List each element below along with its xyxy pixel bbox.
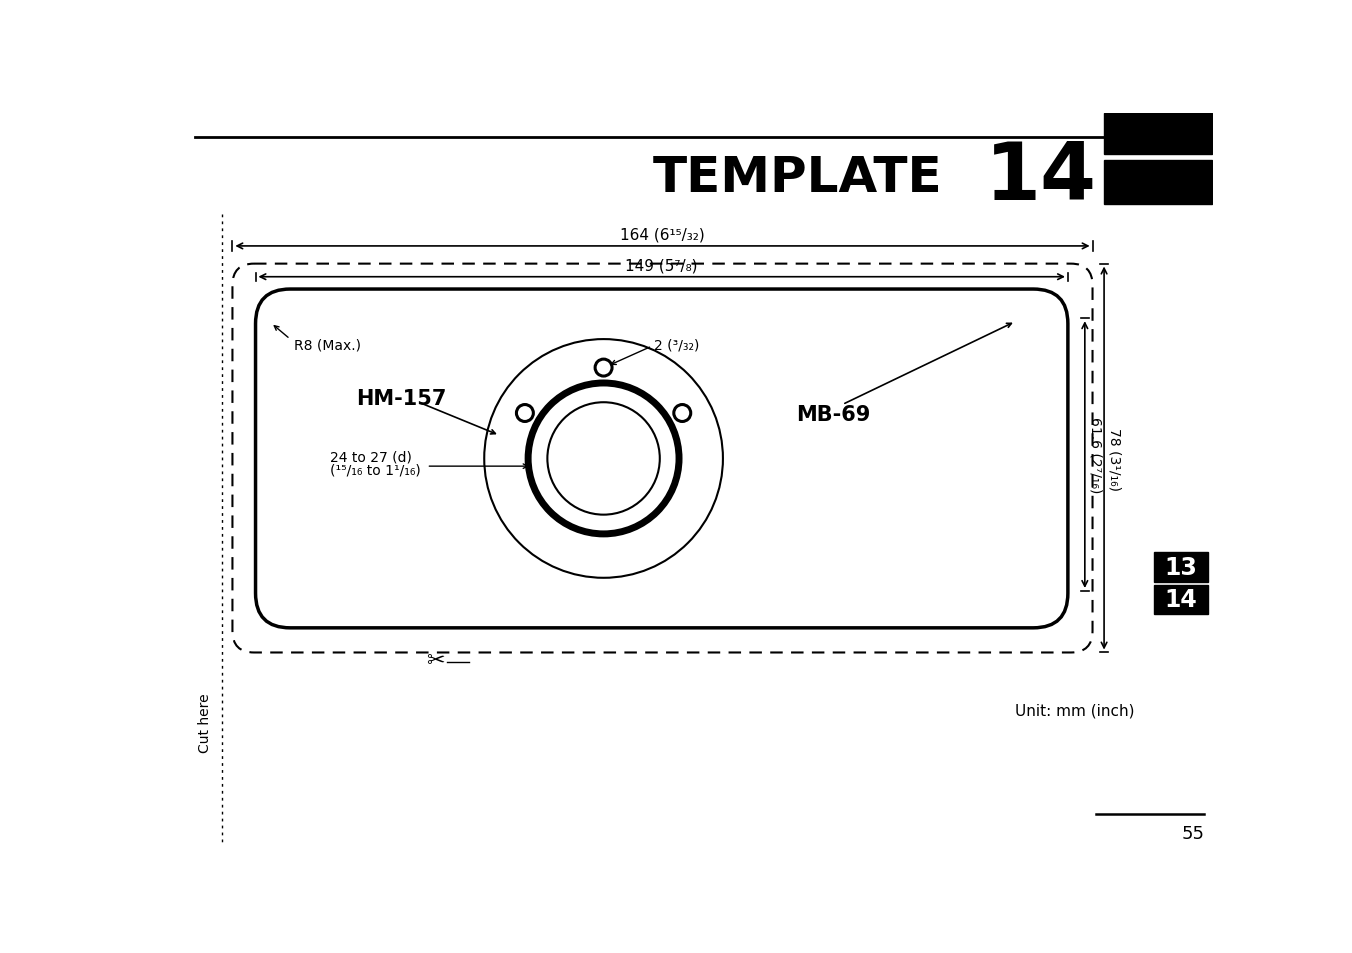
Text: R8 (Max.): R8 (Max.) xyxy=(293,338,361,352)
Circle shape xyxy=(529,383,679,535)
Bar xyxy=(1155,585,1209,615)
Text: (¹⁵/₁₆ to 1¹/₁₆): (¹⁵/₁₆ to 1¹/₁₆) xyxy=(330,463,420,476)
Text: 78 (3¹/₁₆): 78 (3¹/₁₆) xyxy=(1107,427,1122,490)
Text: Unit: mm (inch): Unit: mm (inch) xyxy=(1015,703,1134,718)
Text: MB-69: MB-69 xyxy=(796,404,871,424)
Text: 164 (6¹⁵/₃₂): 164 (6¹⁵/₃₂) xyxy=(621,227,704,242)
Bar xyxy=(1155,553,1209,582)
Text: TEMPLATE: TEMPLATE xyxy=(653,153,942,201)
Text: 14: 14 xyxy=(1164,588,1198,612)
Text: 149 (5⁷/₈): 149 (5⁷/₈) xyxy=(626,258,698,274)
Text: 13: 13 xyxy=(1164,556,1198,579)
Text: 24 to 27 (d): 24 to 27 (d) xyxy=(330,450,412,464)
Circle shape xyxy=(595,359,612,376)
Text: 2 (³/₃₂): 2 (³/₃₂) xyxy=(653,338,699,352)
Circle shape xyxy=(484,339,723,578)
Circle shape xyxy=(673,405,691,422)
Text: Cut here: Cut here xyxy=(197,692,212,752)
Circle shape xyxy=(516,405,533,422)
FancyBboxPatch shape xyxy=(256,290,1068,628)
Bar xyxy=(1105,114,1211,154)
Text: ✂: ✂ xyxy=(426,651,445,671)
Text: 14: 14 xyxy=(984,138,1096,216)
Text: 55: 55 xyxy=(1182,824,1205,842)
Text: 61.6 (2⁷/₁₆): 61.6 (2⁷/₁₆) xyxy=(1088,417,1103,494)
Circle shape xyxy=(548,403,660,516)
Bar xyxy=(1105,160,1211,205)
Text: HM-157: HM-157 xyxy=(356,389,446,409)
